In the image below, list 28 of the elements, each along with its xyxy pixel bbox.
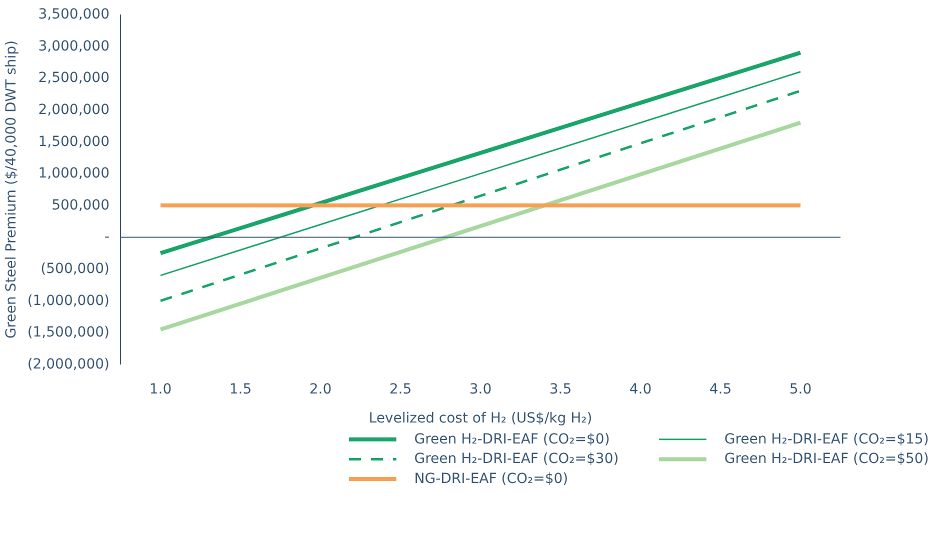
x-tick-label: 4.5 (709, 382, 732, 398)
y-tick-label: - (104, 229, 110, 246)
x-tick-label: 3.5 (549, 382, 572, 398)
y-axis-title: Green Steel Premium ($/40,000 DWT ship) (3, 40, 20, 339)
legend-label: Green H₂-DRI-EAF (CO₂=$0) (414, 431, 610, 448)
legend-label: Green H₂-DRI-EAF (CO₂=$15) (724, 431, 929, 448)
x-tick-label: 3.0 (469, 382, 492, 398)
x-tick-label: 4.0 (629, 382, 652, 398)
y-tick-label: (1,500,000) (27, 324, 110, 341)
x-tick-label: 1.5 (229, 382, 252, 398)
y-tick-label: 500,000 (52, 197, 110, 214)
y-tick-label: 3,000,000 (38, 38, 110, 54)
x-tick-label: 5.0 (789, 382, 812, 398)
y-tick-label: (1,000,000) (27, 292, 110, 309)
y-tick-label: (500,000) (40, 261, 110, 278)
y-tick-label: 3,500,000 (38, 6, 110, 22)
y-tick-label: 2,000,000 (38, 102, 110, 118)
x-axis-title: Levelized cost of H₂ (US$/kg H₂) (368, 410, 592, 426)
legend-label: Green H₂-DRI-EAF (CO₂=$30) (414, 451, 619, 468)
y-tick-label: 2,500,000 (38, 70, 110, 86)
x-tick-label: 1.0 (149, 382, 172, 398)
y-tick-label: 1,000,000 (38, 166, 110, 182)
legend-label: NG-DRI-EAF (CO₂=$0) (414, 471, 568, 487)
x-tick-label: 2.0 (309, 382, 332, 398)
x-tick-label: 2.5 (389, 382, 412, 398)
y-tick-label: 1,500,000 (38, 134, 110, 150)
y-tick-label: (2,000,000) (27, 356, 110, 372)
legend-label: Green H₂-DRI-EAF (CO₂=$50) (724, 451, 929, 468)
